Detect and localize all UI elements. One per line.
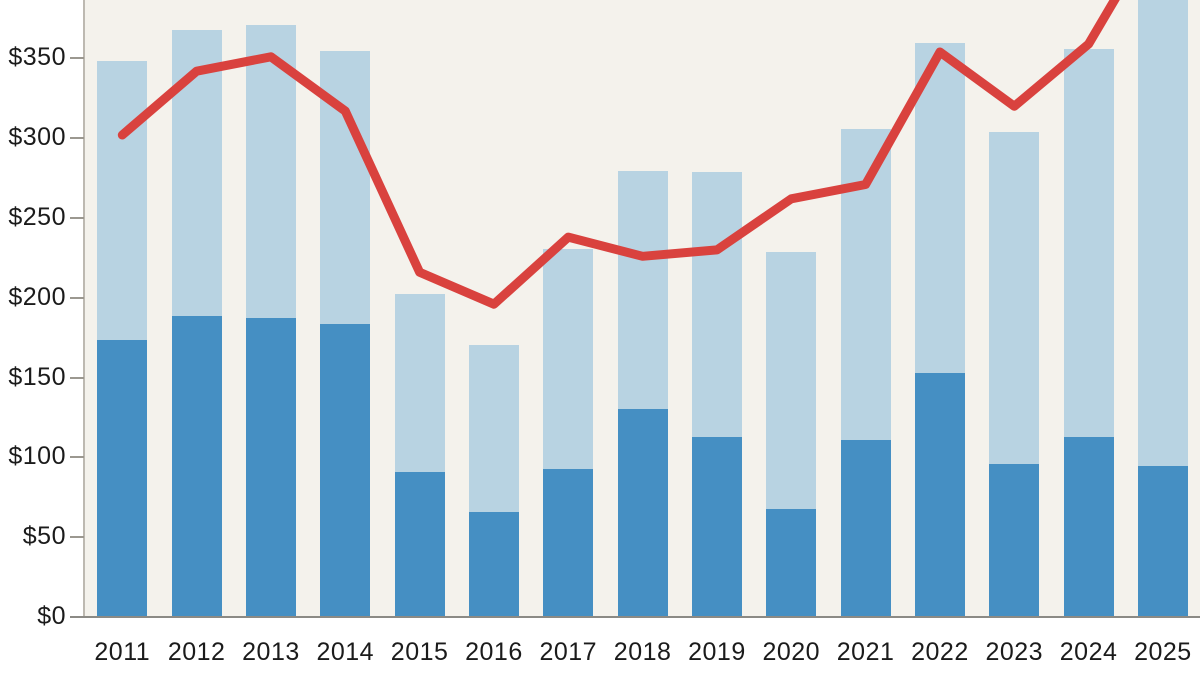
bar-dark-segment-2019 (691, 437, 742, 616)
red-trend-line (117, 0, 1120, 309)
y-tick-mark (70, 137, 84, 140)
bar-dark-segment-2020 (766, 509, 817, 616)
y-axis-tick-label: $0 (37, 602, 66, 630)
y-axis-tick-label: $150 (8, 362, 66, 391)
x-axis-year-label-2013: 2013 (242, 638, 300, 666)
bar-column-2023 (989, 132, 1040, 616)
bar-dark-segment-2018 (617, 408, 668, 616)
x-axis-year-label-2012: 2012 (167, 638, 226, 666)
bar-column-2011 (97, 60, 148, 616)
x-axis-year-label-2011: 2011 (94, 638, 151, 666)
bar-column-2018 (617, 170, 668, 616)
bar-column-2025 (1137, 0, 1188, 616)
bar-dark-segment-2022 (914, 373, 965, 616)
bar-dark-segment-2025 (1137, 465, 1188, 616)
bar-column-2024 (1063, 49, 1114, 616)
bar-column-2012 (171, 30, 222, 616)
y-tick-mark (70, 536, 84, 539)
bar-dark-segment-2013 (245, 317, 296, 616)
y-tick-mark (70, 296, 84, 299)
y-tick-mark (70, 456, 84, 459)
y-axis-tick-label: $300 (8, 123, 66, 152)
x-axis-year-label-2017: 2017 (539, 638, 598, 666)
bar-dark-segment-2017 (543, 469, 594, 616)
bar-dark-segment-2015 (394, 472, 445, 616)
y-axis-line (83, 0, 85, 617)
bar-dark-segment-2016 (468, 512, 519, 616)
y-axis-tick-label: $50 (22, 522, 66, 551)
y-axis-tick-label: $100 (8, 442, 66, 471)
bar-dark-segment-2024 (1063, 437, 1114, 616)
bar-column-2015 (394, 293, 445, 616)
bar-dark-segment-2014 (320, 323, 371, 616)
y-tick-mark (70, 57, 84, 60)
y-tick-mark (70, 217, 84, 219)
y-tick-mark (70, 376, 84, 379)
x-axis-year-label-2015: 2015 (390, 638, 449, 666)
x-axis-year-label-2018: 2018 (613, 638, 672, 666)
x-axis-year-label-2019: 2019 (688, 638, 746, 666)
bar-column-2016 (468, 344, 519, 616)
bar-dark-segment-2011 (97, 339, 148, 616)
bar-column-2020 (766, 252, 817, 616)
bar-dark-segment-2012 (171, 315, 222, 616)
y-axis-tick-label: $350 (8, 43, 66, 72)
bar-column-2017 (543, 248, 594, 616)
bar-dark-segment-2023 (989, 464, 1040, 616)
x-axis-year-label-2024: 2024 (1059, 638, 1118, 666)
x-axis-year-label-2021: 2021 (836, 638, 895, 666)
y-axis-tick-label: $200 (8, 282, 66, 311)
x-axis-year-label-2023: 2023 (985, 638, 1044, 666)
x-axis-year-label-2016: 2016 (465, 638, 523, 666)
x-axis-line (70, 616, 1200, 618)
bar-column-2021 (840, 129, 891, 616)
bar-column-2022 (914, 43, 965, 616)
bar-dark-segment-2021 (840, 440, 891, 616)
x-axis-year-label-2020: 2020 (762, 638, 821, 666)
x-axis-year-label-2014: 2014 (316, 638, 375, 666)
x-axis-year-label-2025: 2025 (1134, 638, 1192, 666)
bar-column-2013 (245, 25, 296, 616)
x-axis-year-label-2022: 2022 (911, 638, 969, 666)
y-axis-tick-label: $250 (8, 203, 66, 231)
